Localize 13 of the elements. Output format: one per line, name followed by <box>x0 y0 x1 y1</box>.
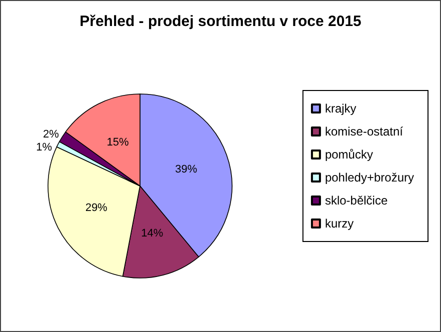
data-label: 1% <box>36 142 52 154</box>
legend-label: sklo-bělčice <box>324 194 388 208</box>
data-label: 39% <box>175 163 198 176</box>
data-label: 2% <box>43 128 60 141</box>
legend-label: pohledy+brožury <box>324 170 414 184</box>
legend-label: krajky <box>324 102 356 116</box>
legend-label: pomůcky <box>324 148 373 162</box>
data-label: 15% <box>106 136 129 148</box>
legend-label: komise-ostatní <box>324 124 404 138</box>
chart-title: Přehled - prodej sortimentu v roce 2015 <box>80 13 362 30</box>
data-label: 14% <box>141 227 164 240</box>
legend-label: kurzy <box>324 216 354 230</box>
data-label: 29% <box>85 202 108 214</box>
